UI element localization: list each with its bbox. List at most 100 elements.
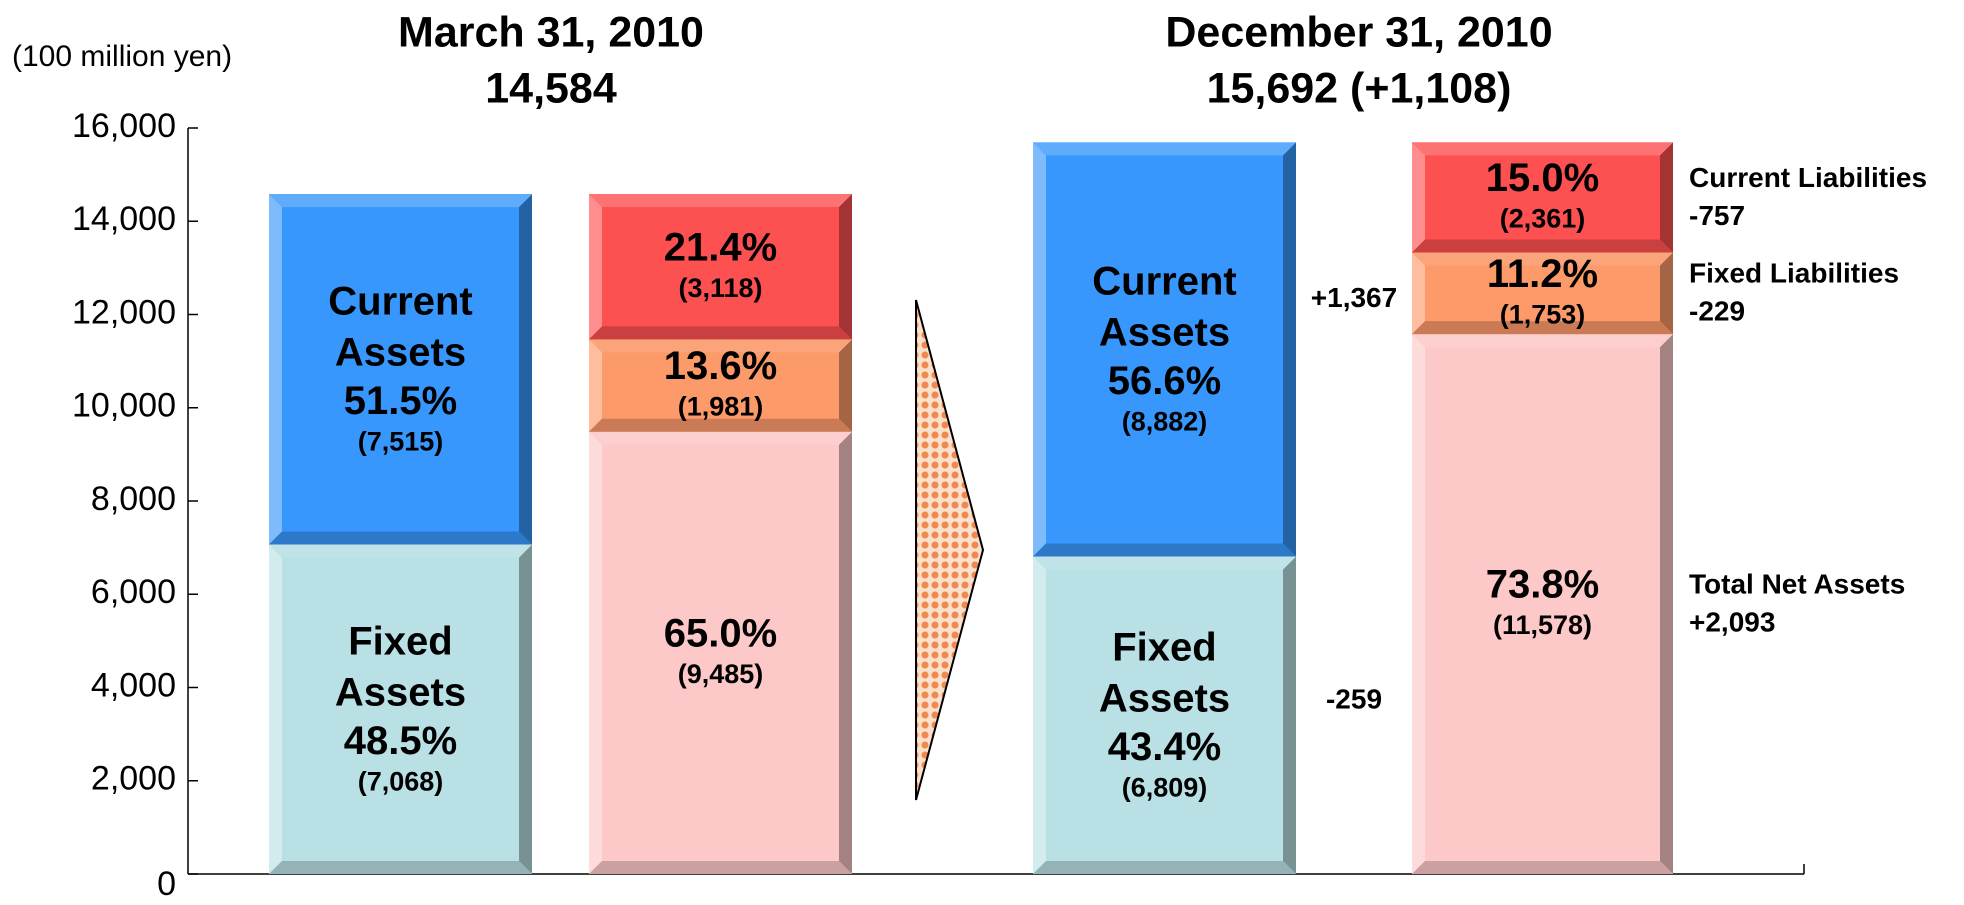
group-title: March 31, 2010 [398, 8, 704, 56]
bar-edge-bottom [589, 861, 852, 874]
bar-edge-left [589, 339, 602, 432]
segment-share: 51.5% [344, 379, 457, 423]
bar-edge-right [839, 339, 852, 432]
bar-edge-bottom [1412, 239, 1673, 253]
segment-value-label: (9,485) [678, 659, 764, 689]
bar-edge-right [519, 194, 532, 545]
segment-value-label: (1,981) [678, 392, 764, 422]
segment-value-label: (7,515) [358, 426, 444, 456]
side-change: -757 [1689, 200, 1745, 231]
bar-edge-top [1412, 252, 1673, 266]
bar-edge-bottom [269, 861, 532, 874]
bar-edge-left [269, 544, 282, 874]
bar-segment [269, 194, 532, 545]
segment-value-label: (1,753) [1500, 299, 1586, 329]
bar-edge-left [1033, 142, 1046, 557]
segment-share: 11.2% [1487, 252, 1598, 296]
bar-edge-left [269, 194, 282, 545]
y-tick-label: 8,000 [91, 480, 176, 518]
segment-value-label: (11,578) [1493, 610, 1592, 640]
bar-segment [1033, 556, 1296, 874]
bar-edge-top [1033, 556, 1296, 570]
bar-edge-bottom [1033, 861, 1296, 874]
group-title: December 31, 2010 [1165, 8, 1552, 56]
bar-edge-bottom [1412, 321, 1673, 335]
segment-value-label: (8,882) [1122, 407, 1208, 437]
bar-edge-right [1283, 142, 1296, 557]
bar-edge-right [839, 431, 852, 874]
bar-edge-bottom [1412, 861, 1673, 874]
side-name: Fixed Liabilities [1689, 258, 1899, 289]
bar-segment [1412, 252, 1673, 335]
y-tick-label: 6,000 [91, 573, 176, 611]
bar-edge-right [519, 544, 532, 874]
bar-edge-bottom [589, 326, 852, 340]
bar-edge-right [1660, 142, 1673, 253]
bar-edge-bottom [589, 418, 852, 432]
bar-segment [1412, 142, 1673, 253]
segment-share: 48.5% [344, 719, 457, 763]
segment-share: 43.4% [1108, 725, 1221, 769]
y-tick-label: 16,000 [72, 107, 176, 145]
bar-edge-right [1660, 252, 1673, 335]
segment-value-label: (6,809) [1122, 772, 1208, 802]
segment-value-label: (3,118) [678, 273, 762, 303]
segment-share: 56.6% [1108, 359, 1221, 403]
segment-share: 13.6% [664, 344, 777, 388]
segment-share: 15.0% [1486, 156, 1599, 200]
arrow [915, 299, 985, 801]
segment-share: 73.8% [1486, 563, 1599, 607]
segment-share: 65.0% [664, 611, 777, 655]
segment-name: Current [328, 279, 472, 323]
side-name: Total Net Assets [1689, 568, 1905, 599]
bar-edge-top [1412, 142, 1673, 156]
bar-edge-top [589, 431, 852, 445]
bar-edge-left [1412, 334, 1425, 874]
bar-segment [269, 544, 532, 874]
bar-edge-right [839, 194, 852, 340]
bar-edge-left [1412, 142, 1425, 253]
unit-label: (100 million yen) [12, 40, 232, 73]
segment-name: Assets [1099, 311, 1230, 355]
segment-name: Assets [335, 330, 466, 374]
y-tick-label: 2,000 [91, 760, 176, 798]
bar-edge-bottom [1033, 543, 1296, 557]
bar-edge-top [1033, 142, 1296, 156]
segment-share: 21.4% [664, 225, 777, 269]
y-tick-label: 4,000 [91, 666, 176, 704]
segment-value-label: (2,361) [1500, 204, 1586, 234]
bar-segment [589, 194, 852, 340]
bar-edge-left [589, 431, 602, 874]
bar-segment [589, 431, 852, 874]
bar-edge-left [1412, 252, 1425, 335]
bar-edge-bottom [269, 531, 532, 545]
bar-edge-left [1033, 556, 1046, 874]
bar-edge-top [589, 194, 852, 208]
bar-segment [1412, 334, 1673, 874]
segment-name: Fixed [348, 619, 452, 663]
segment-name: Fixed [1112, 625, 1216, 669]
y-tick-label: 12,000 [72, 293, 176, 331]
bar-edge-top [1412, 334, 1673, 348]
segment-name: Assets [1099, 676, 1230, 720]
y-tick-label: 10,000 [72, 387, 176, 425]
side-name: Current Liabilities [1689, 162, 1927, 193]
y-tick-label: 0 [157, 865, 176, 900]
bar-edge-right [1660, 334, 1673, 874]
bar-edge-top [269, 544, 532, 558]
change-label: -259 [1326, 684, 1382, 715]
segment-name: Current [1092, 260, 1236, 304]
side-change: +2,093 [1689, 606, 1775, 637]
change-label: +1,367 [1311, 282, 1397, 313]
side-change: -229 [1689, 296, 1745, 327]
group-subtitle: 14,584 [485, 64, 617, 112]
bar-segment [1033, 142, 1296, 557]
group-subtitle: 15,692 (+1,108) [1207, 64, 1512, 112]
segment-value-label: (7,068) [358, 766, 444, 796]
bar-edge-top [589, 339, 852, 353]
bar-edge-left [589, 194, 602, 340]
bar-edge-right [1283, 556, 1296, 874]
bar-segment [589, 339, 852, 432]
